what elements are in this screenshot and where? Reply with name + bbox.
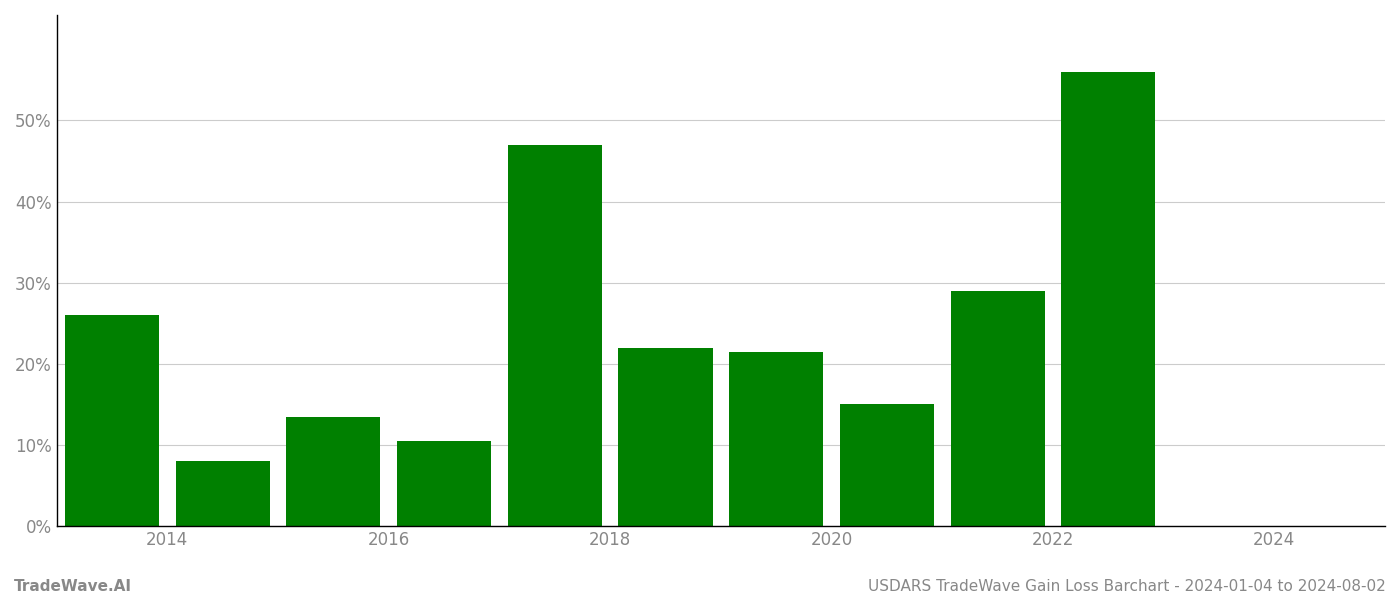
Bar — [175, 461, 270, 526]
Bar — [619, 347, 713, 526]
Bar — [287, 416, 381, 526]
Bar — [840, 404, 934, 526]
Bar — [951, 291, 1044, 526]
Bar — [729, 352, 823, 526]
Bar — [398, 441, 491, 526]
Bar — [1061, 72, 1155, 526]
Text: TradeWave.AI: TradeWave.AI — [14, 579, 132, 594]
Bar — [508, 145, 602, 526]
Bar — [64, 315, 160, 526]
Text: USDARS TradeWave Gain Loss Barchart - 2024-01-04 to 2024-08-02: USDARS TradeWave Gain Loss Barchart - 20… — [868, 579, 1386, 594]
